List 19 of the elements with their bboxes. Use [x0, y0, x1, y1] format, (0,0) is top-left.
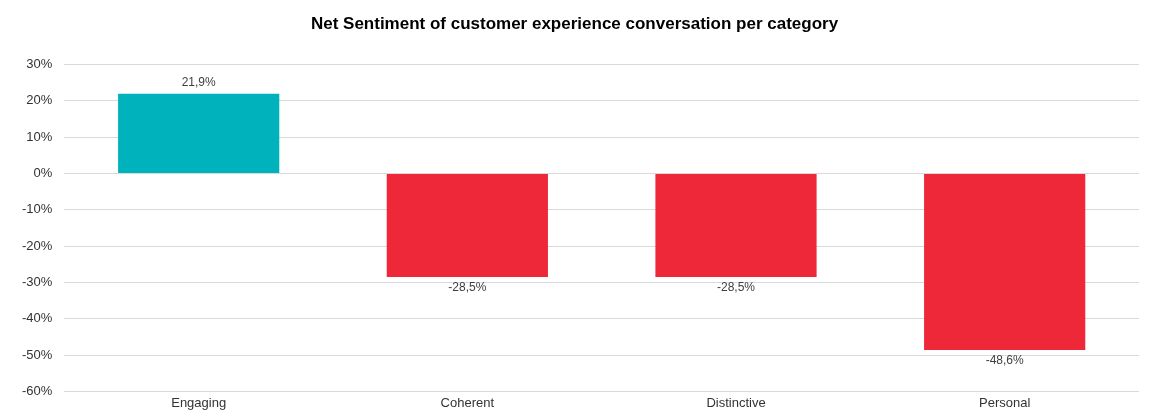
y-tick-label: -20%: [21, 237, 53, 253]
y-tick-label: 10%: [26, 128, 53, 144]
y-tick-label: 30%: [26, 55, 53, 71]
x-tick-label: Engaging: [171, 394, 227, 410]
x-tick-label: Coherent: [440, 394, 495, 410]
y-tick-label: 20%: [26, 92, 53, 108]
data-label: -28,5%: [716, 280, 756, 295]
y-tick-label: -10%: [21, 201, 53, 217]
y-tick-label: -60%: [21, 382, 53, 398]
data-label: -48,6%: [985, 353, 1024, 368]
y-tick-label: -50%: [21, 346, 53, 362]
data-label: -28,5%: [448, 280, 487, 295]
y-tick-label: 0%: [33, 164, 53, 180]
data-label: 21,9%: [181, 75, 217, 90]
y-tick-label: -30%: [21, 273, 53, 289]
x-tick-label: Personal: [979, 394, 1031, 410]
x-tick-label: Distinctive: [706, 394, 766, 410]
y-tick-label: -40%: [21, 310, 53, 326]
chart-title: Net Sentiment of customer experience conversation per category: [310, 13, 839, 33]
